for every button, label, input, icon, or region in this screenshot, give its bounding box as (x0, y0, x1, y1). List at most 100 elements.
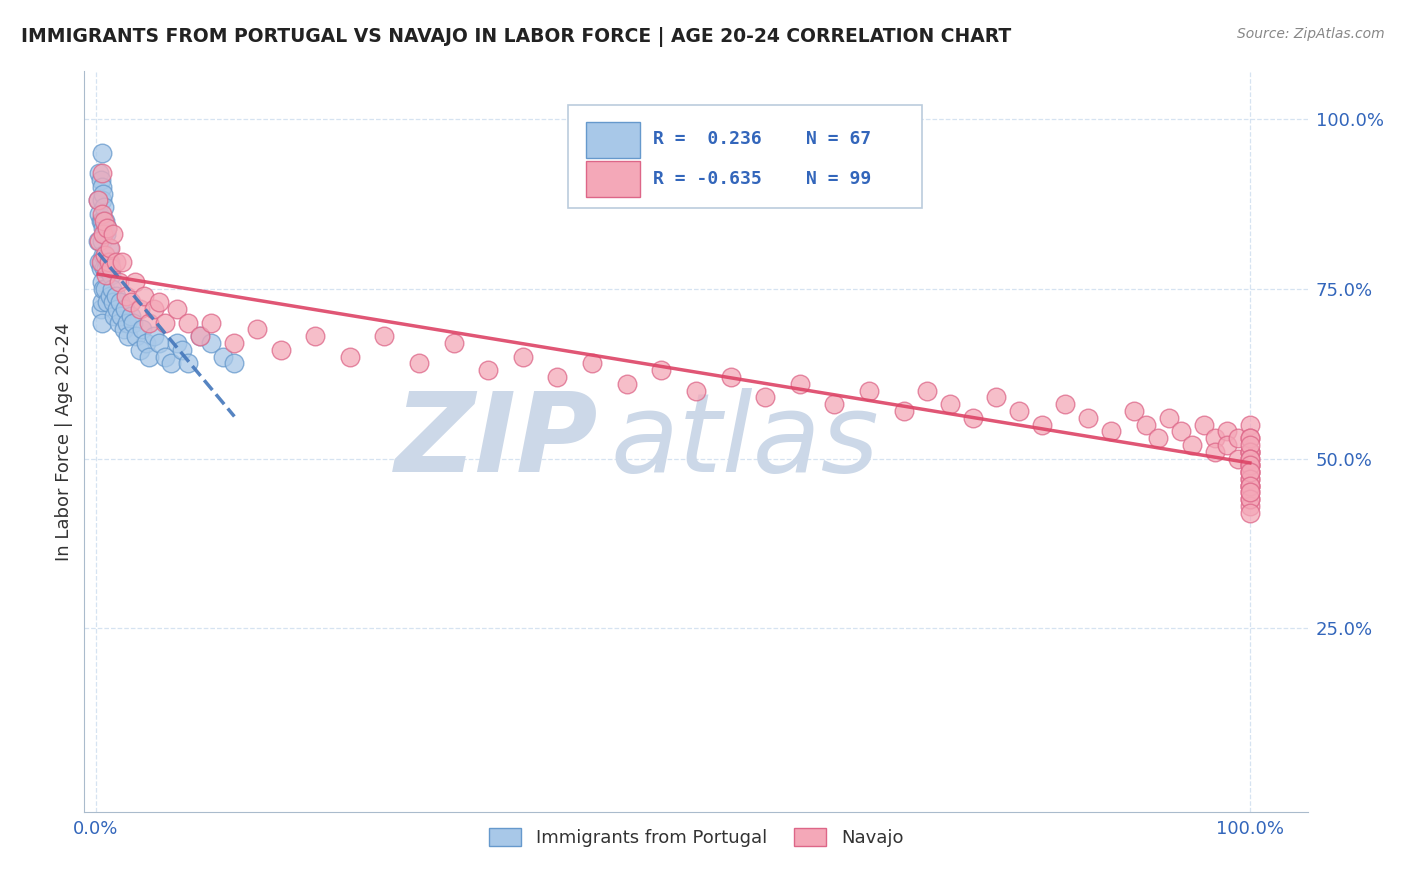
Point (1239, 478, 1261, 492)
Point (100, 261, 122, 276)
Point (138, 316, 160, 330)
Point (962, 410, 984, 425)
Point (1135, 417, 1157, 432)
Point (188, 329, 211, 343)
Legend: Immigrants from Portugal, Navajo: Immigrants from Portugal, Navajo (481, 821, 911, 855)
Point (96, 268, 118, 282)
Point (153, 316, 176, 330)
Point (91, 186, 114, 201)
Point (94, 214, 117, 228)
Point (153, 350, 176, 364)
Point (100, 268, 122, 282)
Point (97, 241, 120, 255)
Point (134, 288, 156, 302)
Text: R = -0.635: R = -0.635 (654, 169, 762, 187)
Point (104, 288, 127, 302)
Point (1239, 458, 1261, 473)
Point (128, 343, 150, 357)
Point (1239, 458, 1261, 473)
Point (754, 391, 776, 405)
Point (96, 220, 118, 235)
Point (96, 261, 118, 276)
Point (96, 227, 118, 242)
Point (91, 282, 114, 296)
Point (1216, 438, 1239, 452)
Point (1239, 444, 1261, 458)
Point (720, 370, 742, 384)
Point (224, 356, 246, 370)
Point (131, 322, 153, 336)
Text: Source: ZipAtlas.com: Source: ZipAtlas.com (1237, 27, 1385, 41)
Point (138, 350, 160, 364)
Point (1099, 425, 1122, 439)
Point (148, 336, 170, 351)
Point (110, 309, 132, 323)
Point (96, 295, 118, 310)
Point (512, 350, 534, 364)
Point (89, 261, 111, 276)
Point (90, 145, 112, 160)
Point (939, 397, 962, 411)
Point (200, 336, 222, 351)
Point (117, 329, 139, 343)
Point (224, 336, 246, 351)
Point (1204, 431, 1226, 445)
Point (166, 336, 188, 351)
Point (112, 322, 135, 336)
Point (1181, 438, 1204, 452)
Point (93, 261, 115, 276)
Point (111, 254, 134, 268)
Point (177, 356, 200, 370)
Point (120, 295, 142, 310)
Point (97, 254, 120, 268)
Point (108, 295, 131, 310)
Point (685, 384, 707, 398)
Point (90, 254, 112, 268)
Point (104, 254, 127, 268)
Point (1239, 465, 1261, 479)
Point (1239, 431, 1261, 445)
Point (339, 350, 361, 364)
Point (1146, 431, 1168, 445)
Text: N = 99: N = 99 (806, 169, 872, 187)
Point (91, 227, 114, 242)
Point (1239, 431, 1261, 445)
FancyBboxPatch shape (586, 161, 640, 197)
Point (96, 220, 118, 235)
Point (90, 166, 112, 180)
Point (121, 316, 143, 330)
Point (1170, 425, 1192, 439)
Point (103, 295, 125, 310)
Point (1227, 431, 1250, 445)
Point (98, 288, 121, 302)
Point (211, 350, 233, 364)
Point (89, 214, 111, 228)
Point (1123, 404, 1146, 418)
Text: ZIP: ZIP (395, 388, 598, 495)
Point (1192, 417, 1215, 432)
Point (93, 227, 115, 242)
Point (98, 241, 121, 255)
Point (1239, 478, 1261, 492)
Point (789, 376, 811, 391)
Point (108, 316, 131, 330)
Point (581, 356, 603, 370)
Point (177, 316, 200, 330)
Point (114, 302, 136, 317)
Point (94, 282, 117, 296)
Text: N = 67: N = 67 (806, 130, 872, 148)
Point (1077, 410, 1099, 425)
Point (101, 282, 124, 296)
Point (823, 397, 845, 411)
Point (90, 194, 112, 208)
Point (96, 254, 118, 268)
Point (108, 275, 131, 289)
Point (90, 275, 112, 289)
Point (135, 336, 157, 351)
Point (915, 384, 938, 398)
Point (90, 316, 112, 330)
Point (1239, 485, 1261, 500)
Point (1239, 506, 1261, 520)
Point (1239, 472, 1261, 486)
Point (93, 200, 115, 214)
